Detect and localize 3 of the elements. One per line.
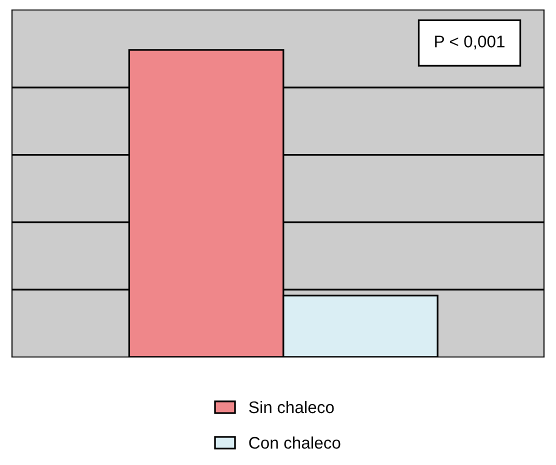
legend-label: Con chaleco — [249, 436, 340, 449]
text: P < 0,001 — [435, 36, 504, 50]
legend-label: Sin chaleco — [249, 400, 334, 414]
